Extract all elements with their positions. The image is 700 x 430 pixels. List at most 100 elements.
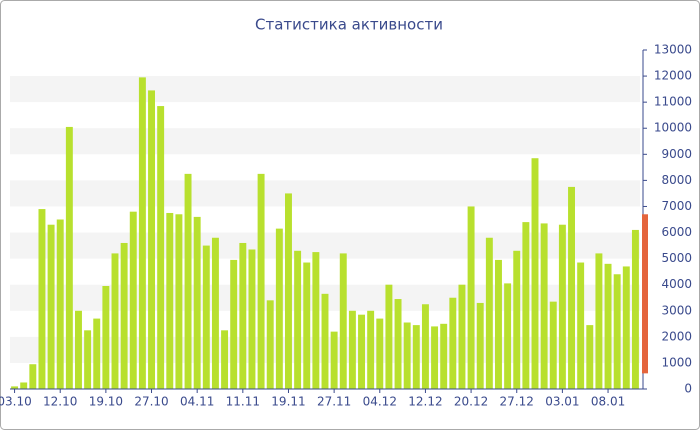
x-tick-label: 03.10 — [0, 395, 32, 409]
x-tick-label: 27.10 — [134, 395, 168, 409]
y-tick-label: 2000 — [661, 329, 692, 343]
bar — [531, 158, 539, 389]
range-marker — [642, 214, 648, 374]
bar — [522, 222, 530, 389]
y-tick-label: 0 — [684, 382, 692, 396]
bar — [495, 259, 502, 389]
grid-band — [10, 76, 640, 103]
bar — [102, 285, 110, 389]
bar — [485, 237, 493, 389]
grid-band — [10, 180, 640, 207]
bar — [376, 318, 384, 389]
bar — [586, 325, 594, 389]
bar — [394, 299, 402, 389]
bar — [549, 301, 557, 389]
x-tick-label: 27.12 — [500, 395, 534, 409]
bar — [202, 245, 210, 389]
bar — [75, 310, 82, 389]
bar — [330, 331, 338, 389]
bar — [631, 229, 639, 389]
bar — [513, 250, 521, 389]
x-tick-label: 04.12 — [363, 395, 397, 409]
bar — [38, 209, 46, 389]
bar — [540, 223, 548, 389]
x-tick-label: 04.11 — [180, 395, 214, 409]
bar — [275, 228, 283, 389]
bar — [348, 310, 356, 389]
y-tick-label: 1000 — [661, 355, 692, 369]
bar — [84, 330, 92, 389]
bar — [175, 214, 183, 389]
bar — [20, 382, 28, 389]
bar — [29, 364, 37, 389]
bar — [504, 283, 512, 389]
x-tick-label: 03.01 — [545, 395, 579, 409]
x-tick-label: 20.12 — [454, 395, 488, 409]
bar — [184, 173, 192, 389]
bar — [577, 262, 585, 389]
y-tick-label: 6000 — [661, 225, 692, 239]
bar — [47, 224, 55, 389]
x-tick-label: 27.11 — [317, 395, 351, 409]
bar — [11, 386, 19, 389]
bar — [558, 224, 566, 389]
bar — [221, 330, 229, 389]
bar — [285, 193, 292, 389]
bar — [604, 263, 612, 389]
y-tick-label: 11000 — [654, 95, 692, 109]
bar — [321, 293, 329, 389]
bar — [248, 249, 256, 389]
bar — [367, 310, 375, 389]
bar — [65, 126, 73, 389]
bar — [595, 253, 603, 389]
bar — [449, 297, 457, 389]
y-tick-label: 13000 — [654, 43, 692, 57]
chart-title: Статистика активности — [255, 16, 443, 34]
grid-band — [10, 128, 640, 155]
bar — [312, 252, 320, 389]
bar — [93, 318, 101, 389]
x-tick-label: 12.10 — [43, 395, 77, 409]
bar — [458, 284, 466, 389]
bar — [211, 237, 219, 389]
bar — [266, 300, 274, 389]
bar — [230, 259, 238, 389]
bar — [120, 242, 128, 389]
y-tick-label: 10000 — [654, 121, 692, 135]
bar — [613, 274, 621, 389]
x-tick-label: 12.12 — [408, 395, 442, 409]
y-tick-label: 5000 — [661, 251, 692, 265]
bar — [403, 322, 411, 389]
bar — [193, 216, 201, 389]
bar — [138, 77, 146, 389]
y-tick-label: 3000 — [661, 303, 692, 317]
bar — [303, 262, 311, 389]
bar — [294, 250, 302, 389]
x-tick-label: 11.11 — [226, 395, 260, 409]
bar — [239, 242, 247, 389]
bar — [467, 206, 475, 389]
x-tick-label: 08.01 — [591, 395, 625, 409]
x-tick-label: 19.10 — [89, 395, 123, 409]
bar — [257, 173, 265, 389]
bar — [440, 323, 448, 389]
bar — [412, 325, 420, 389]
bar — [166, 212, 174, 389]
bar — [358, 314, 365, 389]
bar — [111, 253, 119, 389]
bar — [385, 284, 393, 389]
bar — [622, 266, 630, 389]
bar — [56, 219, 64, 389]
bar — [476, 302, 484, 389]
bar — [421, 304, 429, 389]
x-tick-label: 19.11 — [271, 395, 305, 409]
bar — [568, 186, 575, 389]
y-tick-label: 12000 — [654, 69, 692, 83]
bar — [129, 211, 137, 389]
bar — [339, 253, 347, 389]
bar — [431, 326, 439, 389]
y-tick-label: 7000 — [661, 199, 692, 213]
y-tick-label: 9000 — [661, 147, 692, 161]
y-tick-label: 8000 — [661, 173, 692, 187]
